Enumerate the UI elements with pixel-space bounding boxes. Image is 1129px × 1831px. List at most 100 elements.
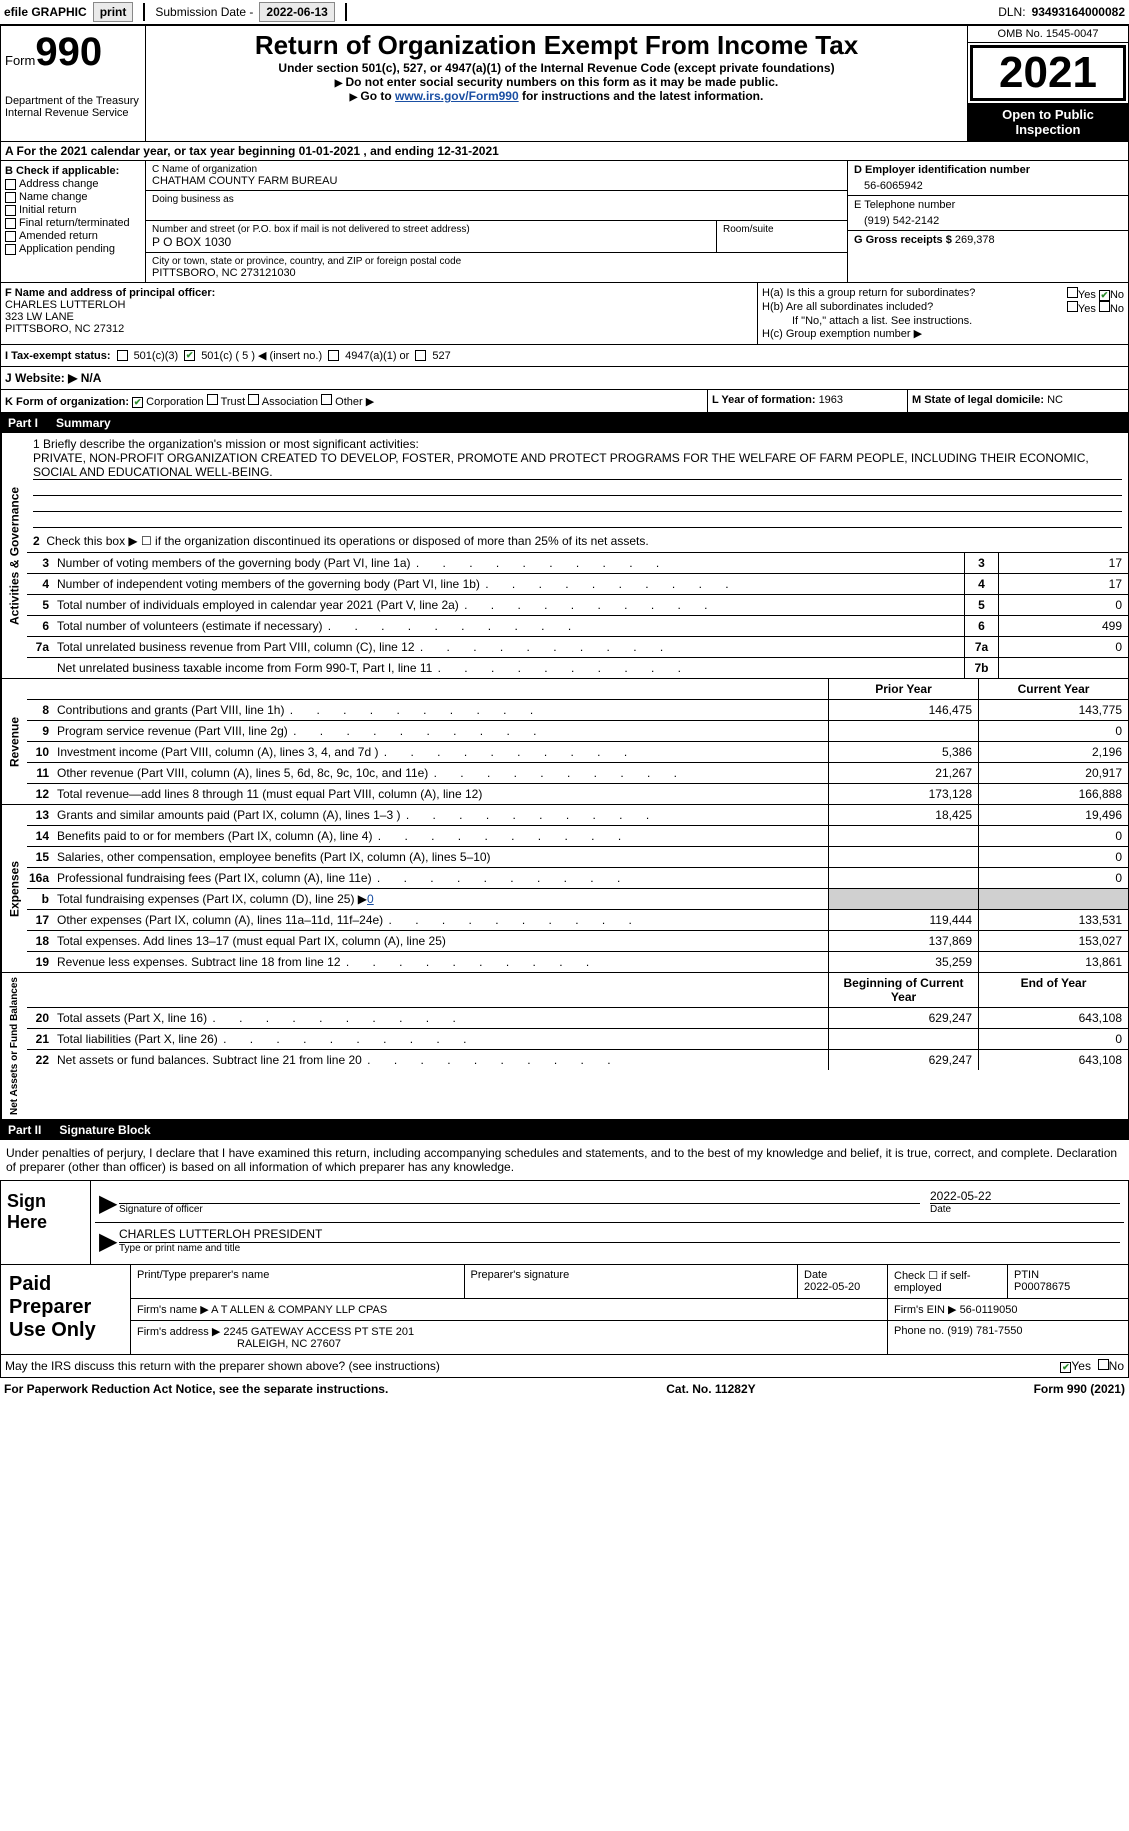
- row-j: J Website: ▶ N/A: [0, 367, 1129, 390]
- efile-label: efile GRAPHIC: [4, 5, 87, 19]
- begin-year-hdr: Beginning of Current Year: [828, 973, 978, 1007]
- side-netassets: Net Assets or Fund Balances: [1, 973, 27, 1119]
- prep-date: 2022-05-20: [804, 1281, 860, 1293]
- gross-receipts: 269,378: [955, 234, 995, 246]
- divider: [345, 3, 347, 21]
- ein-cell: D Employer identification number 56-6065…: [848, 161, 1128, 196]
- discuss-no[interactable]: [1098, 1359, 1109, 1370]
- chk-final[interactable]: Final return/terminated: [5, 217, 141, 229]
- sign-here-label: Sign Here: [1, 1181, 91, 1264]
- domicile: NC: [1047, 394, 1063, 406]
- open-inspection: Open to Public Inspection: [968, 103, 1128, 141]
- top-bar: efile GRAPHIC print Submission Date - 20…: [0, 0, 1129, 25]
- firm-name: A T ALLEN & COMPANY LLP CPAS: [211, 1304, 387, 1316]
- val-3: 17: [998, 553, 1128, 573]
- expenses-table: Expenses 13Grants and similar amounts pa…: [0, 805, 1129, 973]
- c16a: 0: [978, 868, 1128, 888]
- ha-label: H(a) Is this a group return for subordin…: [762, 287, 975, 301]
- hb-no[interactable]: [1099, 301, 1110, 312]
- chk-amended[interactable]: Amended return: [5, 230, 141, 242]
- c13: 19,496: [978, 805, 1128, 825]
- street: P O BOX 1030: [152, 235, 710, 249]
- irs-link[interactable]: www.irs.gov/Form990: [395, 89, 519, 103]
- officer-addr2: PITTSBORO, NC 27312: [5, 323, 753, 335]
- discuss-yes[interactable]: ✔: [1060, 1362, 1071, 1373]
- c15: 0: [978, 847, 1128, 867]
- row-f-h: F Name and address of principal officer:…: [0, 283, 1129, 345]
- officer-addr1: 323 LW LANE: [5, 311, 753, 323]
- c11: 20,917: [978, 763, 1128, 783]
- side-revenue: Revenue: [1, 679, 27, 804]
- end-year-hdr: End of Year: [978, 973, 1128, 1007]
- org-name: CHATHAM COUNTY FARM BUREAU: [152, 175, 841, 187]
- ha-yes[interactable]: [1067, 287, 1078, 298]
- chk-other[interactable]: [321, 394, 332, 405]
- chk-initial[interactable]: Initial return: [5, 204, 141, 216]
- chk-assoc[interactable]: [248, 394, 259, 405]
- city: PITTSBORO, NC 273121030: [152, 267, 841, 279]
- val-6: 499: [998, 616, 1128, 636]
- chk-app-pending[interactable]: Application pending: [5, 243, 141, 255]
- form-id: Form990: [5, 30, 141, 75]
- chk-527[interactable]: [415, 350, 426, 361]
- print-button[interactable]: print: [93, 2, 134, 22]
- footer-right: Form 990 (2021): [1034, 1382, 1125, 1396]
- c12: 166,888: [978, 784, 1128, 804]
- i-label: I Tax-exempt status:: [5, 350, 111, 362]
- p11: 21,267: [828, 763, 978, 783]
- ha-no[interactable]: ✔: [1099, 290, 1110, 301]
- p8: 146,475: [828, 700, 978, 720]
- c20: 643,108: [978, 1008, 1128, 1028]
- chk-corp[interactable]: ✔: [132, 397, 143, 408]
- room-label: Room/suite: [723, 224, 841, 235]
- firm-ein: 56-0119050: [960, 1304, 1018, 1316]
- form-word: Form: [5, 53, 35, 68]
- sign-here-block: Sign Here ▶ Signature of officer 2022-05…: [0, 1181, 1129, 1265]
- p15: [828, 847, 978, 867]
- c10: 2,196: [978, 742, 1128, 762]
- netassets-table: Net Assets or Fund Balances Beginning of…: [0, 973, 1129, 1120]
- irs-label: Internal Revenue Service: [5, 107, 141, 119]
- tax-year: 2021: [970, 45, 1126, 101]
- p20: 629,247: [828, 1008, 978, 1028]
- form-subtitle: Under section 501(c), 527, or 4947(a)(1)…: [150, 61, 963, 75]
- chk-addr-change[interactable]: Address change: [5, 178, 141, 190]
- prep-sig-label: Preparer's signature: [465, 1265, 799, 1298]
- submission-label: Submission Date -: [155, 5, 253, 19]
- val-7b: [998, 658, 1128, 678]
- chk-name-change[interactable]: Name change: [5, 191, 141, 203]
- side-activities: Activities & Governance: [1, 433, 27, 678]
- city-cell: City or town, state or province, country…: [146, 253, 847, 282]
- p21: [828, 1029, 978, 1049]
- val-5: 0: [998, 595, 1128, 615]
- chk-trust[interactable]: [207, 394, 218, 405]
- officer-name: CHARLES LUTTERLOH: [5, 299, 753, 311]
- ein: 56-6065942: [854, 176, 1122, 192]
- hb-yes[interactable]: [1067, 301, 1078, 312]
- ptin: P00078675: [1014, 1281, 1070, 1293]
- chk-4947[interactable]: [328, 350, 339, 361]
- col-b-label: B Check if applicable:: [5, 165, 141, 177]
- p19: 35,259: [828, 952, 978, 972]
- sig-date: 2022-05-22: [930, 1189, 1120, 1203]
- c21: 0: [978, 1029, 1128, 1049]
- submission-date: 2022-06-13: [259, 2, 334, 22]
- chk-501c3[interactable]: [117, 350, 128, 361]
- part2-title: Signature Block: [59, 1123, 150, 1137]
- note-goto: Go to www.irs.gov/Form990 for instructio…: [150, 89, 963, 103]
- prep-self-emp[interactable]: Check ☐ if self-employed: [888, 1265, 1008, 1298]
- sig-date-label: Date: [930, 1203, 1120, 1215]
- hb-note: If "No," attach a list. See instructions…: [762, 315, 1124, 327]
- officer-block: F Name and address of principal officer:…: [1, 283, 758, 344]
- col-d: D Employer identification number 56-6065…: [848, 161, 1128, 282]
- phone: (919) 542-2142: [854, 211, 1122, 227]
- fundraising-val: 0: [367, 892, 374, 906]
- col-b: B Check if applicable: Address change Na…: [1, 161, 146, 282]
- chk-501c[interactable]: ✔: [184, 350, 195, 361]
- dln-label: DLN:: [998, 5, 1025, 19]
- form-number: 990: [35, 30, 102, 74]
- c9: 0: [978, 721, 1128, 741]
- h-block: H(a) Is this a group return for subordin…: [758, 283, 1128, 344]
- p12: 173,128: [828, 784, 978, 804]
- gross-cell: G Gross receipts $ 269,378: [848, 231, 1128, 249]
